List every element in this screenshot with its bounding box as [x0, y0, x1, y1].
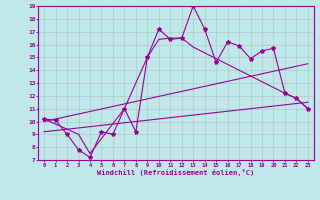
X-axis label: Windchill (Refroidissement éolien,°C): Windchill (Refroidissement éolien,°C) — [97, 169, 255, 176]
